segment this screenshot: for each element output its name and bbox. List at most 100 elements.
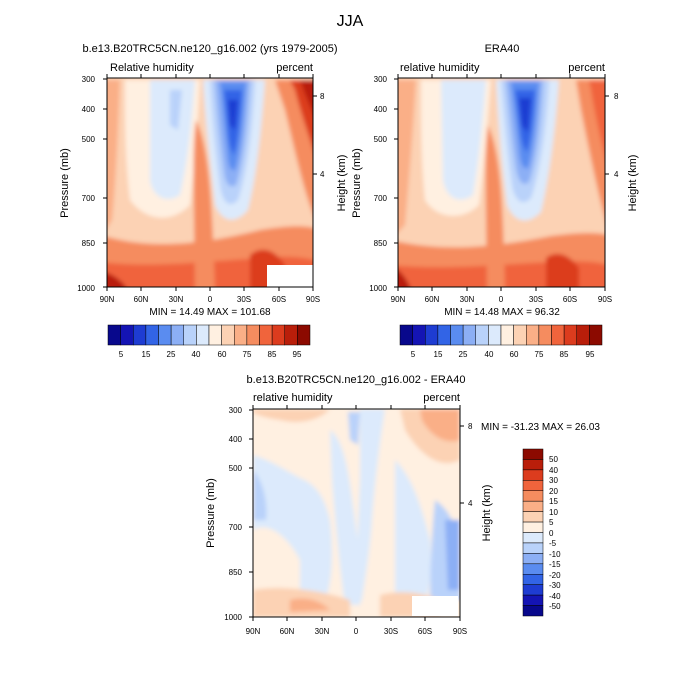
dry-region-sh-min — [228, 100, 238, 130]
colorbar-label: 40 — [485, 350, 494, 359]
dry-region-sh-min — [519, 98, 531, 132]
colorbar-label: -10 — [549, 550, 561, 559]
y-axis-title: Pressure (mb) — [59, 148, 71, 218]
colorbar-swatch — [522, 459, 544, 471]
y-axis-right: 8 4 Height (km) — [313, 92, 348, 211]
panel-era40: ERA40 relative humidity percent — [351, 43, 639, 359]
colorbar-swatch — [259, 324, 273, 346]
x-tick-label: 60N — [280, 627, 295, 636]
neg-region-3 — [355, 409, 385, 600]
colorbar-swatch — [526, 324, 540, 346]
colorbar-swatch — [522, 574, 544, 585]
colorbar-swatch — [234, 324, 248, 346]
x-tick-label: 30N — [460, 295, 475, 304]
y-axis-title: Pressure (mb) — [351, 148, 363, 218]
y-right-axis-title: Height (km) — [481, 485, 493, 542]
colorbar-swatch — [399, 324, 413, 346]
x-tick-label: 90S — [306, 295, 320, 304]
surface-high-1 — [398, 270, 411, 287]
y-tick-label: 700 — [82, 194, 96, 203]
colorbar-swatch — [425, 324, 439, 346]
y-axis-right: 8 4 Height (km) — [605, 92, 639, 211]
contour-field — [398, 78, 605, 287]
y-tick-label: 500 — [374, 135, 388, 144]
y-tick-label: 300 — [82, 75, 96, 84]
panel-title: b.e13.B20TRC5CN.ne120_g16.002 (yrs 1979-… — [83, 43, 338, 55]
y-right-tick-label: 8 — [320, 92, 325, 101]
y-tick-label: 700 — [229, 523, 243, 532]
x-tick-label: 90N — [391, 295, 406, 304]
itcz-column — [485, 125, 505, 287]
panel-title: ERA40 — [485, 43, 520, 55]
y-axis-right: 8 4 Height (km) — [460, 422, 493, 541]
x-tick-label: 90N — [100, 295, 115, 304]
y-right-axis-title: Height (km) — [627, 155, 639, 212]
x-tick-label: 0 — [499, 295, 504, 304]
y-right-tick-label: 4 — [320, 170, 325, 179]
colorbar-swatch — [196, 324, 210, 346]
colorbar-label: 15 — [142, 350, 151, 359]
y-right-tick-label: 4 — [468, 499, 473, 508]
colorbar-swatch — [208, 324, 222, 346]
y-tick-label: 1000 — [224, 613, 242, 622]
colorbar-label: 85 — [268, 350, 277, 359]
colorbar-label: 40 — [192, 350, 201, 359]
y-right-axis-title: Height (km) — [336, 155, 348, 212]
x-tick-label: 0 — [354, 627, 359, 636]
x-axis: 90N 60N 30N 0 30S 60S 90S — [391, 74, 612, 304]
colorbar-swatch — [551, 324, 565, 346]
colorbar-label: -40 — [549, 592, 561, 601]
y-tick-label: 500 — [229, 464, 243, 473]
x-tick-label: 30N — [169, 295, 184, 304]
colorbar-swatch — [522, 490, 544, 502]
y-tick-label: 500 — [82, 135, 96, 144]
colorbar-swatch — [522, 500, 544, 512]
colorbar-swatch — [576, 324, 590, 346]
colorbar-swatch — [221, 324, 235, 346]
x-tick-label: 60S — [272, 295, 286, 304]
colorbar-swatch — [450, 324, 464, 346]
dry-region-nh-inner — [441, 80, 486, 200]
neg-core-upper — [348, 412, 360, 445]
colorbar-swatch — [133, 324, 147, 346]
colorbar-swatch — [437, 324, 451, 346]
colorbar-swatch — [522, 594, 544, 606]
figure-title: JJA — [337, 13, 364, 30]
colorbar-swatch — [462, 324, 476, 346]
panel-title: b.e13.B20TRC5CN.ne120_g16.002 - ERA40 — [247, 374, 466, 386]
neg-region-nh-lower — [253, 527, 300, 600]
y-tick-label: 400 — [374, 105, 388, 114]
pos-surface-nh-2 — [290, 598, 330, 612]
colorbar-label: 10 — [549, 508, 558, 517]
colorbar-labels: 5 15 25 40 60 75 85 95 — [119, 350, 302, 359]
stats-label: MIN = -31.23 MAX = 26.03 — [481, 422, 600, 433]
field-label: Relative humidity — [110, 62, 194, 74]
x-tick-label: 90N — [246, 627, 261, 636]
colorbar-swatch — [563, 324, 577, 346]
x-tick-label: 60N — [425, 295, 440, 304]
y-tick-label: 300 — [374, 75, 388, 84]
x-ticks — [106, 74, 314, 291]
colorbar-swatch — [522, 480, 544, 491]
colorbar-swatch — [412, 324, 426, 346]
y-right-tick-label: 4 — [614, 170, 619, 179]
colorbar-labels: 5 15 25 40 60 75 85 95 — [411, 350, 595, 359]
y-ticks — [249, 409, 253, 618]
neg-antarctic-core — [445, 520, 460, 590]
x-ticks — [252, 405, 461, 621]
colorbar-label: 25 — [459, 350, 468, 359]
colorbar-labels: 50 40 30 20 15 10 5 0 -5 -10 -15 -20 -30… — [549, 455, 561, 611]
itcz-column — [193, 120, 215, 287]
colorbar-label: 40 — [549, 466, 558, 475]
colorbar-label: -30 — [549, 581, 561, 590]
contour-field — [253, 409, 460, 617]
colorbar-label: 95 — [293, 350, 302, 359]
y-tick-label: 850 — [374, 239, 388, 248]
colorbar-label: 25 — [167, 350, 176, 359]
contour-field — [107, 78, 313, 287]
y-axis-left: 300 400 500 700 850 1000 Pressure (mb) — [205, 406, 253, 622]
colorbar-swatch — [522, 563, 544, 575]
colorbar-label: 0 — [549, 529, 554, 538]
pos-upper-sh-2 — [420, 409, 460, 442]
